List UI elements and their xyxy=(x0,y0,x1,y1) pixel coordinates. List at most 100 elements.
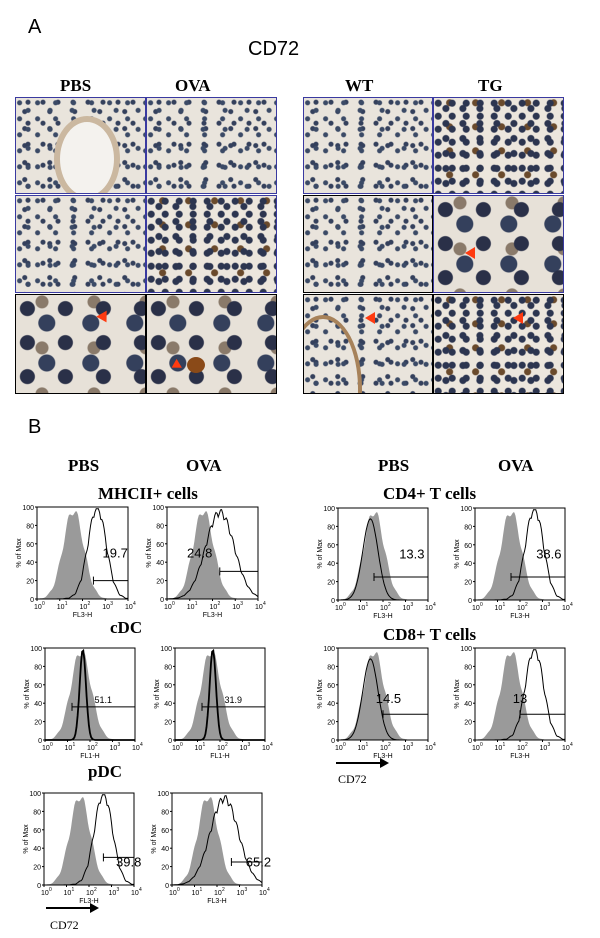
y-tick-label: 0 xyxy=(331,598,335,605)
x-axis-label: FL3-H xyxy=(79,898,98,905)
y-tick-label: 80 xyxy=(464,664,472,671)
y-axis-label: % of Max xyxy=(146,538,153,568)
x-tick-label: 10 xyxy=(86,890,94,897)
x-tick-label: 10 xyxy=(64,890,72,897)
x-axis-label: FL1-H xyxy=(210,753,229,760)
x-tick-label: 10 xyxy=(562,745,570,752)
b-col-pbs-left: PBS xyxy=(68,456,100,475)
micrograph-ova-low xyxy=(146,97,277,194)
x-tick-exponent: 0 xyxy=(343,602,346,608)
y-tick-label: 60 xyxy=(164,683,172,690)
row-title-pdc: pDC xyxy=(88,762,123,781)
x-tick-exponent: 0 xyxy=(172,601,175,607)
x-tick-exponent: 4 xyxy=(570,602,573,608)
x-tick-label: 10 xyxy=(358,745,366,752)
x-tick-label: 10 xyxy=(472,745,480,752)
x-tick-exponent: 1 xyxy=(366,742,369,748)
x-tick-label: 10 xyxy=(380,605,388,612)
y-tick-label: 20 xyxy=(327,720,335,727)
y-tick-label: 20 xyxy=(34,720,42,727)
y-tick-label: 60 xyxy=(33,828,41,835)
control-histogram-fill xyxy=(37,511,128,599)
gate-percentage: 51.1 xyxy=(95,695,113,705)
x-tick-label: 10 xyxy=(169,890,177,897)
y-axis-label: % of Max xyxy=(454,679,461,709)
cd72-arrow-right xyxy=(336,762,382,764)
gate-percentage: 13 xyxy=(513,691,527,706)
b-col-pbs-right: PBS xyxy=(378,456,410,475)
control-histogram-fill xyxy=(45,652,135,740)
micrograph-tg-low xyxy=(433,97,564,194)
y-tick-label: 40 xyxy=(327,561,335,568)
y-tick-label: 100 xyxy=(157,791,169,798)
x-tick-exponent: 3 xyxy=(118,742,121,748)
x-tick-exponent: 1 xyxy=(72,887,75,893)
y-tick-label: 100 xyxy=(160,646,172,653)
y-tick-label: 60 xyxy=(327,543,335,550)
y-tick-label: 40 xyxy=(327,701,335,708)
x-axis-label: FL3-H xyxy=(510,753,529,760)
x-tick-label: 10 xyxy=(80,604,88,611)
x-axis-label: FL3-H xyxy=(510,613,529,620)
cd72-arrow-left xyxy=(46,907,92,909)
gate-percentage: 19.7 xyxy=(103,546,128,561)
gate-percentage: 39.8 xyxy=(116,855,141,870)
control-histogram-fill xyxy=(475,512,565,600)
x-tick-label: 10 xyxy=(125,604,133,611)
y-tick-label: 0 xyxy=(38,738,42,745)
x-tick-label: 10 xyxy=(517,745,525,752)
x-tick-exponent: 2 xyxy=(94,887,97,893)
x-tick-exponent: 0 xyxy=(480,742,483,748)
x-axis-label: FL3-H xyxy=(207,898,226,905)
gate-percentage: 13.3 xyxy=(399,547,424,562)
y-axis-label: % of Max xyxy=(24,679,31,709)
control-histogram-fill xyxy=(475,652,565,740)
y-tick-label: 80 xyxy=(26,523,34,530)
y-tick-label: 60 xyxy=(34,683,42,690)
x-axis-label: FL3-H xyxy=(373,753,392,760)
y-tick-label: 0 xyxy=(331,738,335,745)
gate-percentage: 65.2 xyxy=(246,855,271,870)
y-tick-label: 40 xyxy=(34,701,42,708)
x-tick-label: 10 xyxy=(210,604,218,611)
row-title-cd4: CD4+ T cells xyxy=(383,484,477,503)
x-tick-label: 10 xyxy=(403,605,411,612)
y-tick-label: 40 xyxy=(164,701,172,708)
y-axis-label: % of Max xyxy=(317,679,324,709)
y-tick-label: 60 xyxy=(161,828,169,835)
gate-percentage: 14.5 xyxy=(376,691,401,706)
x-tick-exponent: 1 xyxy=(200,887,203,893)
y-tick-label: 80 xyxy=(33,809,41,816)
y-tick-label: 100 xyxy=(30,646,42,653)
x-tick-label: 10 xyxy=(237,890,245,897)
x-tick-exponent: 4 xyxy=(433,742,436,748)
x-tick-exponent: 2 xyxy=(388,742,391,748)
y-tick-label: 100 xyxy=(22,505,34,512)
gate-percentage: 31.9 xyxy=(225,695,243,705)
x-tick-label: 10 xyxy=(403,745,411,752)
x-tick-exponent: 3 xyxy=(245,887,248,893)
y-axis-label: % of Max xyxy=(16,538,23,568)
y-tick-label: 20 xyxy=(464,720,472,727)
x-tick-exponent: 2 xyxy=(225,742,228,748)
y-axis-label: % of Max xyxy=(154,679,161,709)
x-tick-label: 10 xyxy=(262,745,270,752)
x-tick-label: 10 xyxy=(187,604,195,611)
micrograph-ova-high xyxy=(146,294,277,394)
x-tick-label: 10 xyxy=(110,745,118,752)
y-tick-label: 80 xyxy=(327,524,335,531)
x-tick-exponent: 2 xyxy=(525,742,528,748)
y-tick-label: 100 xyxy=(29,791,41,798)
x-tick-label: 10 xyxy=(358,605,366,612)
x-axis-label: FL3-H xyxy=(373,613,392,620)
col-label-pbs: PBS xyxy=(60,76,92,95)
col-label-wt: WT xyxy=(345,76,374,95)
x-tick-exponent: 2 xyxy=(222,887,225,893)
x-tick-label: 10 xyxy=(255,604,263,611)
x-tick-label: 10 xyxy=(57,604,65,611)
x-tick-exponent: 3 xyxy=(110,601,113,607)
cd72-axis-label-right: CD72 xyxy=(338,772,367,786)
x-tick-exponent: 1 xyxy=(503,602,506,608)
